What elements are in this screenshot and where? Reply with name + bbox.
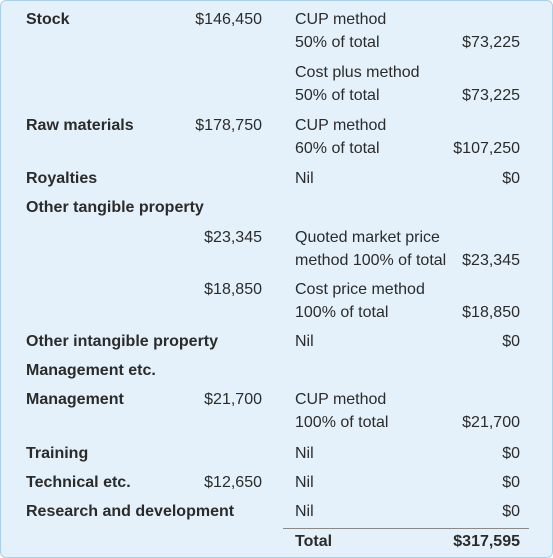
method-line: Nil: [295, 170, 314, 187]
row-value: $18,850: [462, 304, 520, 321]
method-line: CUP method: [295, 391, 387, 408]
method-line: Nil: [295, 503, 314, 520]
row-value: $0: [502, 503, 520, 520]
method-line: CUP method: [295, 117, 387, 134]
row-label: Raw materials: [26, 117, 134, 134]
method-line: method 100% of total: [295, 252, 447, 269]
method-line: Cost plus method: [295, 64, 420, 81]
row-label: Technical etc.: [26, 474, 131, 491]
method-line: Nil: [295, 333, 314, 350]
row-value: $73,225: [462, 87, 520, 104]
method-line: 100% of total: [295, 414, 389, 431]
total-value: $317,595: [453, 533, 520, 550]
row-label: Management etc.: [26, 362, 156, 379]
row-label: Other intangible property: [26, 333, 219, 350]
method-line: 100% of total: [295, 304, 389, 321]
row-amount: $21,700: [204, 391, 262, 408]
row-label: Royalties: [26, 170, 98, 187]
row-value: $73,225: [462, 34, 520, 51]
method-line: Quoted market price: [295, 229, 440, 246]
row-amount: $146,450: [195, 11, 262, 28]
method-line: Cost price method: [295, 281, 425, 298]
row-label: Other tangible property: [26, 199, 204, 216]
row-label: Research and development: [26, 503, 235, 520]
row-amount: $18,850: [204, 281, 262, 298]
row-value: $0: [502, 333, 520, 350]
row-label: Stock: [26, 11, 70, 28]
method-line: Nil: [295, 445, 314, 462]
method-line: 50% of total: [295, 87, 380, 104]
row-value: $107,250: [453, 140, 520, 157]
method-line: 60% of total: [295, 140, 380, 157]
method-line: CUP method: [295, 11, 387, 28]
method-line: 50% of total: [295, 34, 380, 51]
method-line: Nil: [295, 474, 314, 491]
row-amount: $178,750: [195, 117, 262, 134]
row-amount: $12,650: [204, 474, 262, 491]
row-label: Training: [26, 445, 89, 462]
row-value: $21,700: [462, 414, 520, 431]
row-amount: $23,345: [204, 229, 262, 246]
row-value: $23,345: [462, 252, 520, 269]
row-value: $0: [502, 170, 520, 187]
total-rule: [283, 528, 529, 529]
total-label: Total: [295, 533, 333, 550]
row-label: Management: [26, 391, 124, 408]
row-value: $0: [502, 474, 520, 491]
row-value: $0: [502, 445, 520, 462]
